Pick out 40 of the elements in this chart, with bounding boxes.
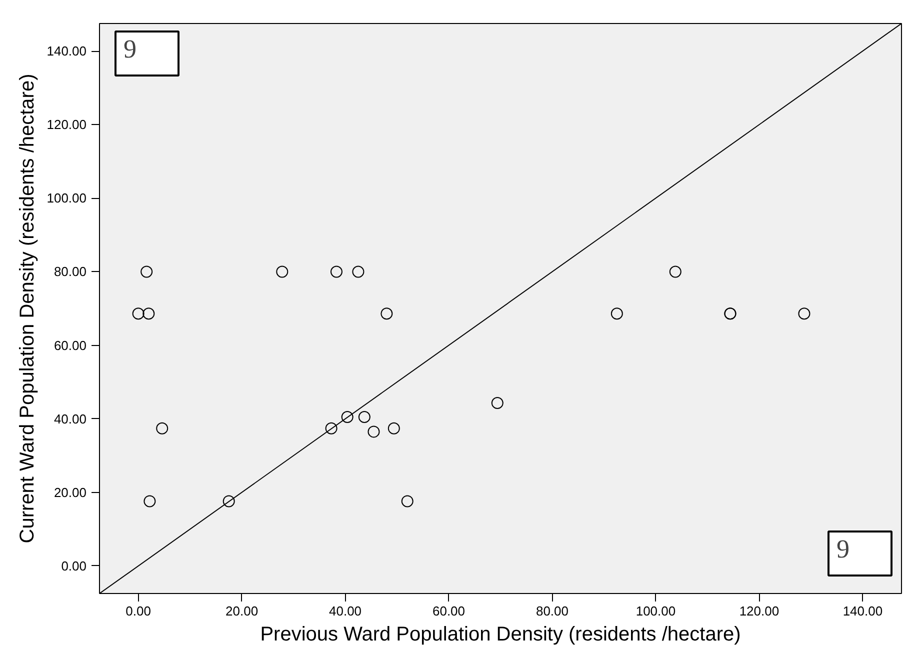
point — [380, 308, 393, 320]
point — [132, 308, 144, 320]
y-tick-label: 20.00 — [54, 484, 87, 500]
x-tick-label: 120.00 — [739, 604, 780, 618]
y-tick-label: 100.00 — [46, 190, 87, 206]
point — [276, 266, 288, 278]
point — [325, 422, 338, 434]
y-tick-label: 60.00 — [54, 338, 87, 353]
x-tick-label: 0.00 — [126, 604, 151, 618]
point — [144, 495, 156, 508]
point — [368, 426, 380, 438]
point — [358, 410, 370, 423]
x-tick-label: 40.00 — [329, 604, 362, 618]
y-tick-label: 40.00 — [54, 411, 87, 426]
point — [352, 266, 364, 278]
annotation: 9 — [836, 534, 850, 564]
x-tick-label: 100.00 — [636, 604, 676, 618]
point — [222, 495, 235, 508]
point — [610, 308, 623, 320]
point — [341, 410, 354, 423]
point — [142, 308, 155, 320]
point — [140, 266, 153, 278]
x-tick-label: 80.00 — [536, 604, 569, 618]
y-tick-label: 120.00 — [46, 117, 87, 132]
y-tick-label: 140.00 — [46, 44, 87, 59]
point — [491, 397, 504, 409]
y-axis-title: Current Ward Population Density (residents /hectare) — [16, 74, 39, 544]
point — [401, 495, 414, 508]
x-tick-label: 140.00 — [842, 604, 883, 618]
point — [156, 422, 168, 434]
annotation: 9 — [124, 34, 136, 64]
point — [388, 422, 400, 434]
y-tick-label: 80.00 — [54, 264, 87, 280]
point — [669, 266, 682, 278]
y-tick-label: 0.00 — [61, 558, 87, 574]
point — [798, 308, 810, 320]
x-tick-label: 60.00 — [432, 604, 466, 618]
x-tick-label: 20.00 — [226, 604, 258, 618]
point — [330, 266, 342, 278]
x-axis-title: Previous Ward Population Density (residents /hectare) — [260, 624, 741, 646]
